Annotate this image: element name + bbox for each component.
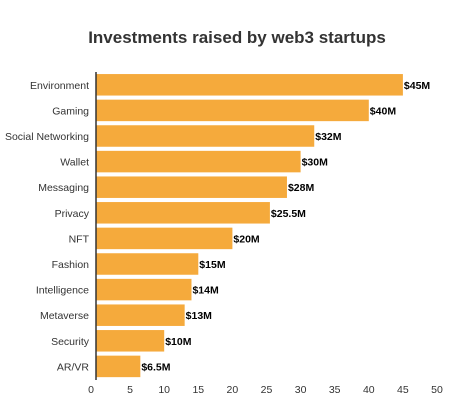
category-label: Fashion	[52, 259, 90, 271]
chart-title: Investments raised by web3 startups	[88, 28, 386, 47]
category-label: Environment	[30, 80, 89, 92]
bar	[96, 253, 199, 275]
x-tick-label: 10	[158, 384, 170, 396]
bar	[96, 125, 315, 147]
category-label: AR/VR	[57, 361, 90, 373]
bar	[96, 150, 301, 173]
x-tick-label: 30	[295, 384, 307, 396]
category-label: Intelligence	[36, 285, 89, 297]
data-label: $30M	[302, 157, 329, 169]
category-label: NFT	[69, 233, 90, 245]
bar	[96, 330, 165, 352]
bar	[96, 99, 369, 122]
x-tick-label: 0	[88, 384, 94, 396]
data-label: $20M	[233, 233, 260, 245]
bar	[96, 355, 141, 378]
data-label: $32M	[315, 131, 342, 143]
x-tick-label: 25	[261, 384, 273, 396]
data-label: $6.5M	[141, 361, 170, 373]
data-label: $13M	[186, 310, 213, 322]
data-label: $45M	[404, 80, 431, 92]
x-tick-label: 35	[329, 384, 341, 396]
x-tick-label: 15	[192, 384, 204, 396]
category-label: Gaming	[52, 105, 89, 117]
x-tick-label: 40	[363, 384, 375, 396]
bar	[96, 74, 403, 96]
data-label: $15M	[199, 259, 226, 271]
data-label: $25.5M	[271, 208, 306, 220]
x-tick-label: 45	[397, 384, 409, 396]
x-tick-label: 50	[431, 384, 443, 396]
category-label: Messaging	[38, 182, 89, 194]
category-label: Privacy	[55, 208, 90, 220]
bar	[96, 202, 270, 224]
data-label: $40M	[370, 105, 397, 117]
bar	[96, 304, 185, 326]
bar	[96, 176, 287, 198]
x-tick-label: 5	[127, 384, 133, 396]
category-label: Social Networking	[5, 131, 89, 143]
x-tick-label: 20	[227, 384, 239, 396]
bar	[96, 278, 192, 301]
bar	[96, 227, 233, 250]
data-label: $10M	[165, 336, 192, 348]
category-label: Wallet	[60, 157, 89, 169]
category-label: Metaverse	[40, 310, 89, 322]
category-label: Security	[51, 336, 90, 348]
data-label: $14M	[192, 285, 219, 297]
data-label: $28M	[288, 182, 315, 194]
